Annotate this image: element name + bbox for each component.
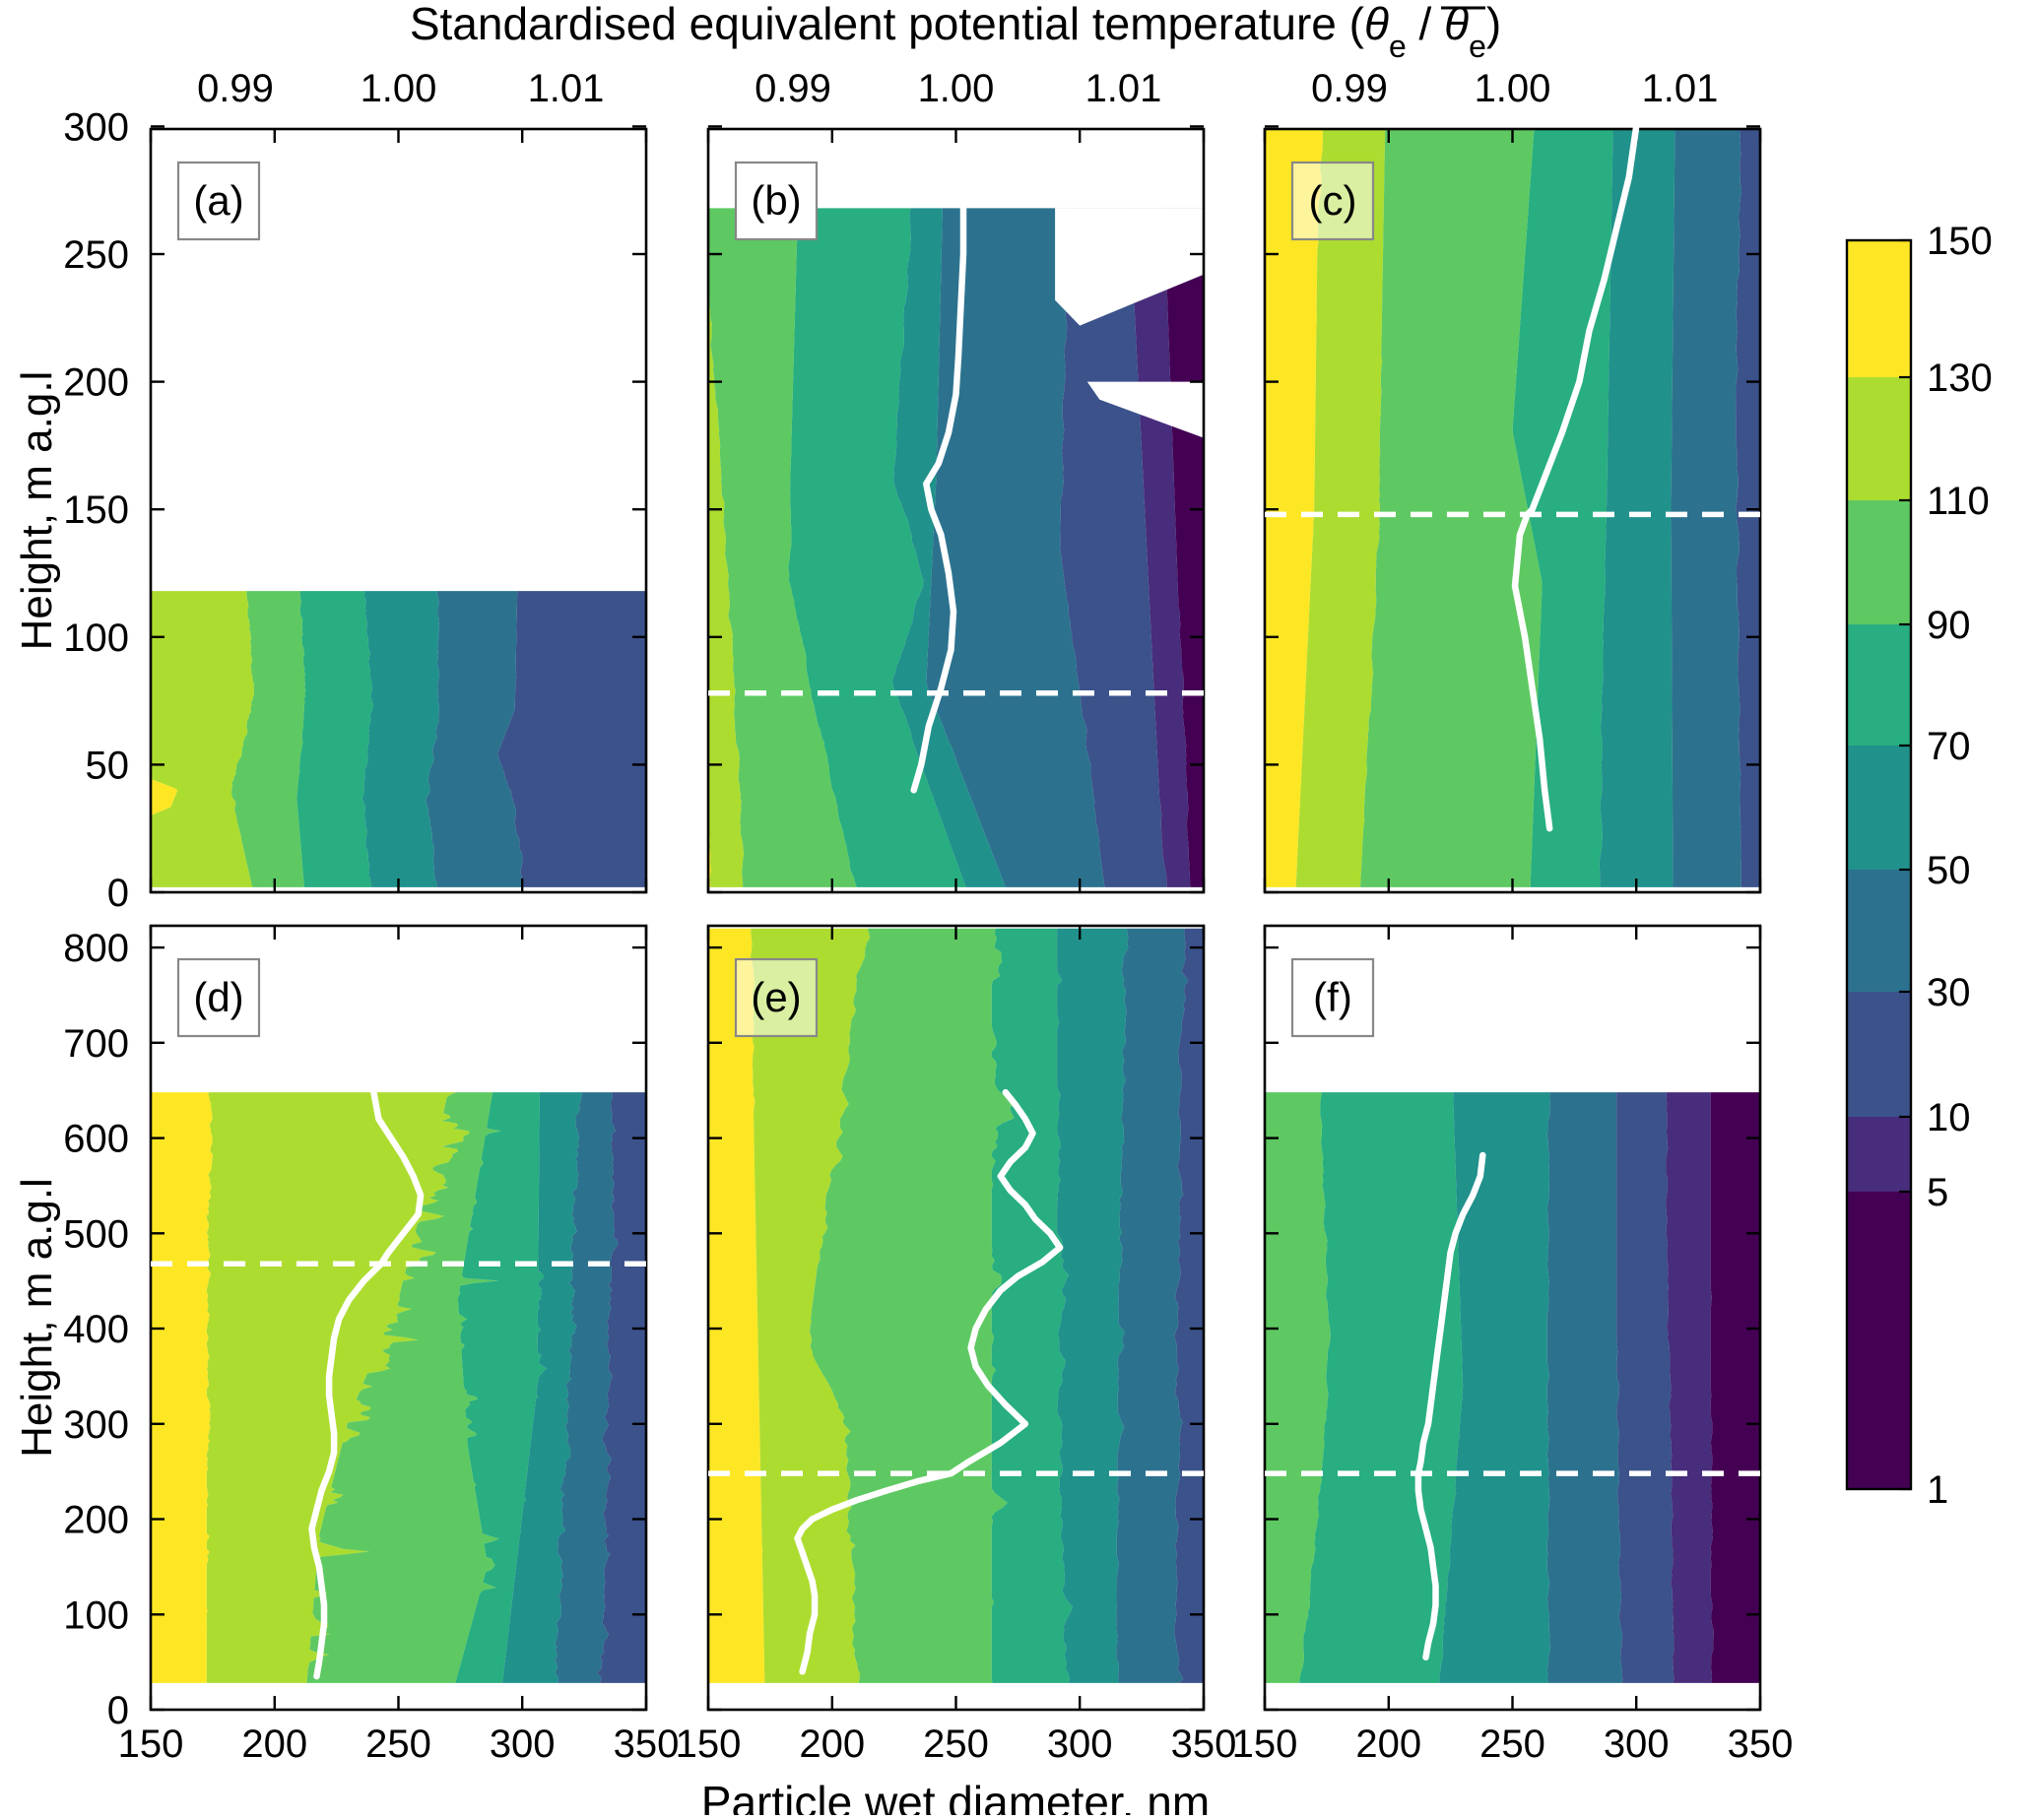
svg-text:30: 30 xyxy=(1927,971,1971,1014)
svg-text:350: 350 xyxy=(614,1722,680,1766)
svg-text:100: 100 xyxy=(63,1593,129,1637)
svg-text:50: 50 xyxy=(86,744,130,787)
svg-text:300: 300 xyxy=(490,1722,556,1766)
svg-text:200: 200 xyxy=(63,361,129,405)
svg-text:0: 0 xyxy=(107,1689,129,1732)
svg-text:1.00: 1.00 xyxy=(918,67,995,110)
svg-text:300: 300 xyxy=(1047,1722,1113,1766)
svg-text:(e): (e) xyxy=(751,974,801,1020)
svg-text:(f): (f) xyxy=(1313,974,1352,1020)
svg-text:Height, m a.g.l: Height, m a.g.l xyxy=(13,1178,61,1458)
svg-text:(d): (d) xyxy=(193,974,243,1020)
svg-text:150: 150 xyxy=(63,488,129,532)
svg-text:10: 10 xyxy=(1927,1096,1971,1139)
svg-text:0.99: 0.99 xyxy=(197,67,274,110)
svg-text:600: 600 xyxy=(63,1118,129,1161)
svg-text:800: 800 xyxy=(63,927,129,970)
svg-text:400: 400 xyxy=(63,1308,129,1351)
svg-text:300: 300 xyxy=(63,105,129,149)
svg-text:110: 110 xyxy=(1927,480,1990,523)
svg-text:350: 350 xyxy=(1728,1722,1794,1766)
svg-text:250: 250 xyxy=(923,1722,989,1766)
svg-text:300: 300 xyxy=(1604,1722,1670,1766)
svg-text:1.01: 1.01 xyxy=(1642,67,1719,110)
svg-text:130: 130 xyxy=(1927,357,1993,400)
svg-text:(c): (c) xyxy=(1309,177,1357,224)
svg-text:150: 150 xyxy=(1927,220,1993,263)
svg-text:(a): (a) xyxy=(193,177,243,224)
svg-text:150: 150 xyxy=(1232,1722,1298,1766)
svg-text:50: 50 xyxy=(1927,849,1971,892)
svg-text:Particle wet diameter, nm: Particle wet diameter, nm xyxy=(701,1777,1210,1815)
svg-text:1.01: 1.01 xyxy=(1085,67,1162,110)
svg-text:250: 250 xyxy=(365,1722,431,1766)
svg-text:200: 200 xyxy=(63,1499,129,1542)
svg-text:200: 200 xyxy=(241,1722,307,1766)
svg-text:70: 70 xyxy=(1927,725,1971,768)
svg-text:Height, m a.g.l: Height, m a.g.l xyxy=(13,371,61,651)
svg-text:500: 500 xyxy=(63,1212,129,1256)
svg-text:350: 350 xyxy=(1171,1722,1237,1766)
svg-text:1.00: 1.00 xyxy=(1475,67,1551,110)
svg-text:0.99: 0.99 xyxy=(755,67,831,110)
svg-text:200: 200 xyxy=(799,1722,865,1766)
svg-text:(b): (b) xyxy=(751,177,801,224)
svg-text:1: 1 xyxy=(1927,1468,1948,1512)
svg-text:150: 150 xyxy=(676,1722,742,1766)
svg-text:200: 200 xyxy=(1355,1722,1421,1766)
svg-text:100: 100 xyxy=(63,617,129,660)
svg-text:0.99: 0.99 xyxy=(1311,67,1388,110)
svg-text:5: 5 xyxy=(1927,1171,1948,1214)
svg-text:300: 300 xyxy=(63,1403,129,1447)
svg-text:250: 250 xyxy=(1479,1722,1545,1766)
svg-text:1.00: 1.00 xyxy=(361,67,437,110)
svg-text:250: 250 xyxy=(63,233,129,277)
svg-text:0: 0 xyxy=(107,872,129,915)
svg-text:90: 90 xyxy=(1927,604,1971,647)
svg-text:1.01: 1.01 xyxy=(528,67,605,110)
svg-text:700: 700 xyxy=(63,1022,129,1066)
